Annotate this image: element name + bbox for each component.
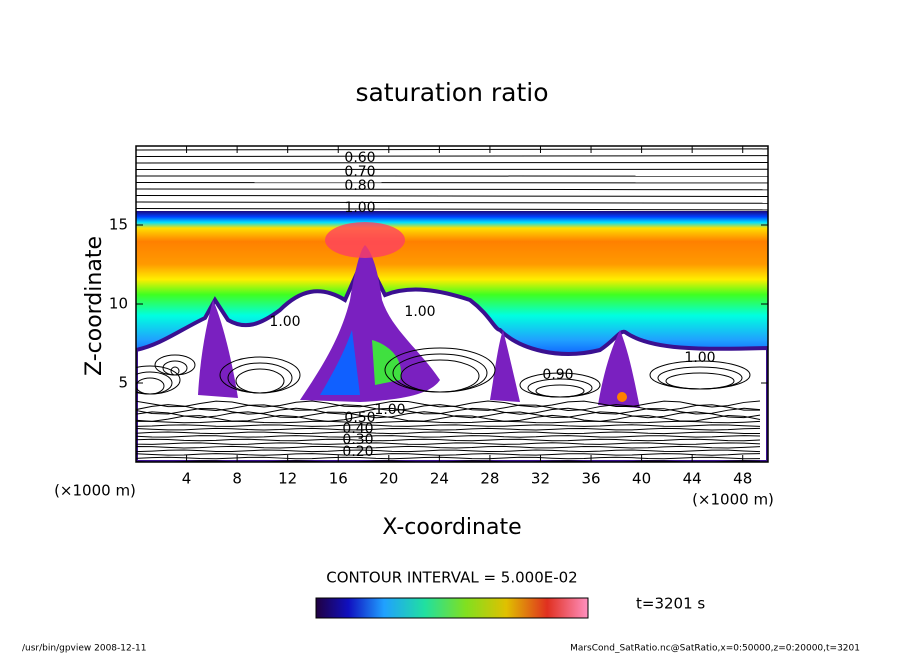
contour-line xyxy=(136,404,761,412)
contour-line xyxy=(136,427,761,431)
central-plume-core xyxy=(320,330,360,395)
contour-label: 0.80 xyxy=(344,178,375,194)
contour-label: 1.00 xyxy=(404,304,435,320)
colorbar xyxy=(315,597,589,619)
x-tick-label: 32 xyxy=(531,470,550,488)
contour-line xyxy=(136,449,761,453)
contour-line xyxy=(136,400,761,408)
right-plume xyxy=(598,330,640,408)
contour-line xyxy=(665,372,735,390)
y-tick-label: 5 xyxy=(118,374,128,392)
contour-line xyxy=(136,445,761,449)
contour-line xyxy=(136,420,761,424)
contour-line xyxy=(136,155,768,157)
contour-line xyxy=(136,411,761,419)
contour-line xyxy=(136,195,768,197)
contour-label: 1.00 xyxy=(344,200,375,216)
x-tick-label: 44 xyxy=(683,470,702,488)
supersaturated-cap xyxy=(325,222,405,258)
contour-interval: CONTOUR INTERVAL = 5.000E-02 xyxy=(326,569,577,587)
footer-left: /usr/bin/gpview 2008-12-11 xyxy=(22,644,146,654)
y-axis-label: Z-coordinate xyxy=(82,236,107,376)
contour-line xyxy=(136,201,768,204)
x-tick-label: 36 xyxy=(581,470,600,488)
left-plume xyxy=(198,300,238,398)
contour-line xyxy=(136,453,761,456)
x-axis-label: X-coordinate xyxy=(382,515,521,540)
contour-line xyxy=(136,424,761,427)
contour-line xyxy=(136,438,761,442)
central-plume-core xyxy=(372,340,401,385)
field xyxy=(136,148,768,462)
contour-label: 0.70 xyxy=(344,164,375,180)
x-tick-label: 48 xyxy=(733,470,752,488)
contour-label: 1.00 xyxy=(684,350,715,366)
contour-line xyxy=(136,442,761,445)
contour-lines xyxy=(136,148,768,462)
contour-line xyxy=(136,188,768,191)
x-tick-label: 20 xyxy=(379,470,398,488)
x-tick-label: 4 xyxy=(182,470,192,488)
contour-line xyxy=(136,456,761,460)
plume-core xyxy=(617,392,627,402)
contour-label: 0.20 xyxy=(342,444,373,460)
x-tick-label: 12 xyxy=(278,470,297,488)
x-unit-label: (×1000 m) xyxy=(692,491,774,509)
time-label: t=3201 s xyxy=(636,595,705,613)
y-tick-label: 15 xyxy=(109,216,128,234)
x-tick-label: 28 xyxy=(480,470,499,488)
x-unit-label: (×1000 m) xyxy=(54,482,136,500)
x-tick-label: 8 xyxy=(232,470,242,488)
y-tick-label: 10 xyxy=(109,295,128,313)
contour-line xyxy=(136,414,761,422)
contour-label: 1.00 xyxy=(374,402,405,418)
contour-line xyxy=(136,208,768,211)
contour-line xyxy=(136,431,761,435)
plume xyxy=(490,330,520,402)
x-tick-label: 24 xyxy=(430,470,449,488)
contour-label: 0.60 xyxy=(344,150,375,166)
contour-line xyxy=(400,359,480,393)
contour-label: 0.40 xyxy=(342,421,373,437)
contour-line xyxy=(535,384,585,398)
contour-line xyxy=(136,435,761,438)
footer-right: MarsCond_SatRatio.nc@SatRatio,x=0:50000,… xyxy=(570,644,860,654)
contour-line xyxy=(136,148,768,151)
contour-label: 0.50 xyxy=(344,410,375,426)
chart-title: saturation ratio xyxy=(355,78,548,107)
central-plume xyxy=(300,245,440,402)
contour-line xyxy=(136,161,768,164)
contour-line xyxy=(235,368,285,394)
x-tick-label: 40 xyxy=(632,470,651,488)
contour-label: 0.30 xyxy=(342,432,373,448)
contour-label: 0.90 xyxy=(542,367,573,383)
x-tick-label: 16 xyxy=(329,470,348,488)
contour-line xyxy=(170,366,180,376)
contour-label: 1.00 xyxy=(269,314,300,330)
contour-line xyxy=(136,377,165,395)
